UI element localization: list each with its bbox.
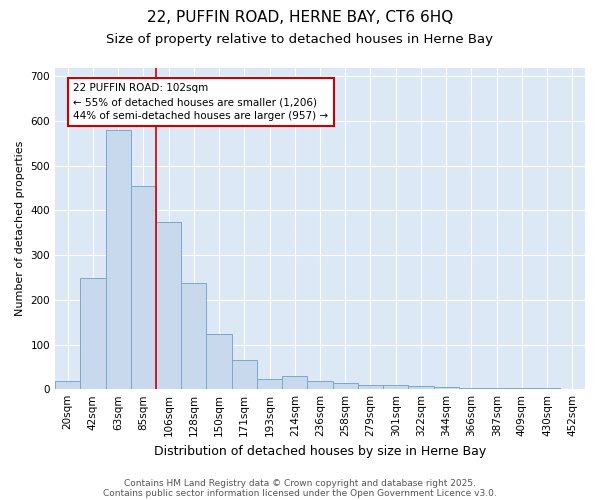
Bar [131,186,156,389]
Bar [307,381,332,389]
Bar [409,386,434,389]
X-axis label: Distribution of detached houses by size in Herne Bay: Distribution of detached houses by size … [154,444,486,458]
Bar [80,278,106,389]
Bar [332,384,358,389]
Bar [156,222,181,389]
Bar [206,334,232,389]
Text: Size of property relative to detached houses in Herne Bay: Size of property relative to detached ho… [107,32,493,46]
Bar [358,384,383,389]
Text: 22 PUFFIN ROAD: 102sqm
← 55% of detached houses are smaller (1,206)
44% of semi-: 22 PUFFIN ROAD: 102sqm ← 55% of detached… [73,83,328,121]
Bar [282,376,307,389]
Text: Contains public sector information licensed under the Open Government Licence v3: Contains public sector information licen… [103,488,497,498]
Bar [459,388,484,389]
Bar [181,284,206,389]
Y-axis label: Number of detached properties: Number of detached properties [15,140,25,316]
Bar [484,388,509,389]
Bar [509,388,535,389]
Text: Contains HM Land Registry data © Crown copyright and database right 2025.: Contains HM Land Registry data © Crown c… [124,478,476,488]
Bar [383,384,409,389]
Text: 22, PUFFIN ROAD, HERNE BAY, CT6 6HQ: 22, PUFFIN ROAD, HERNE BAY, CT6 6HQ [147,10,453,25]
Bar [434,387,459,389]
Bar [257,380,282,389]
Bar [232,360,257,389]
Bar [106,130,131,389]
Bar [535,388,560,389]
Bar [55,381,80,389]
